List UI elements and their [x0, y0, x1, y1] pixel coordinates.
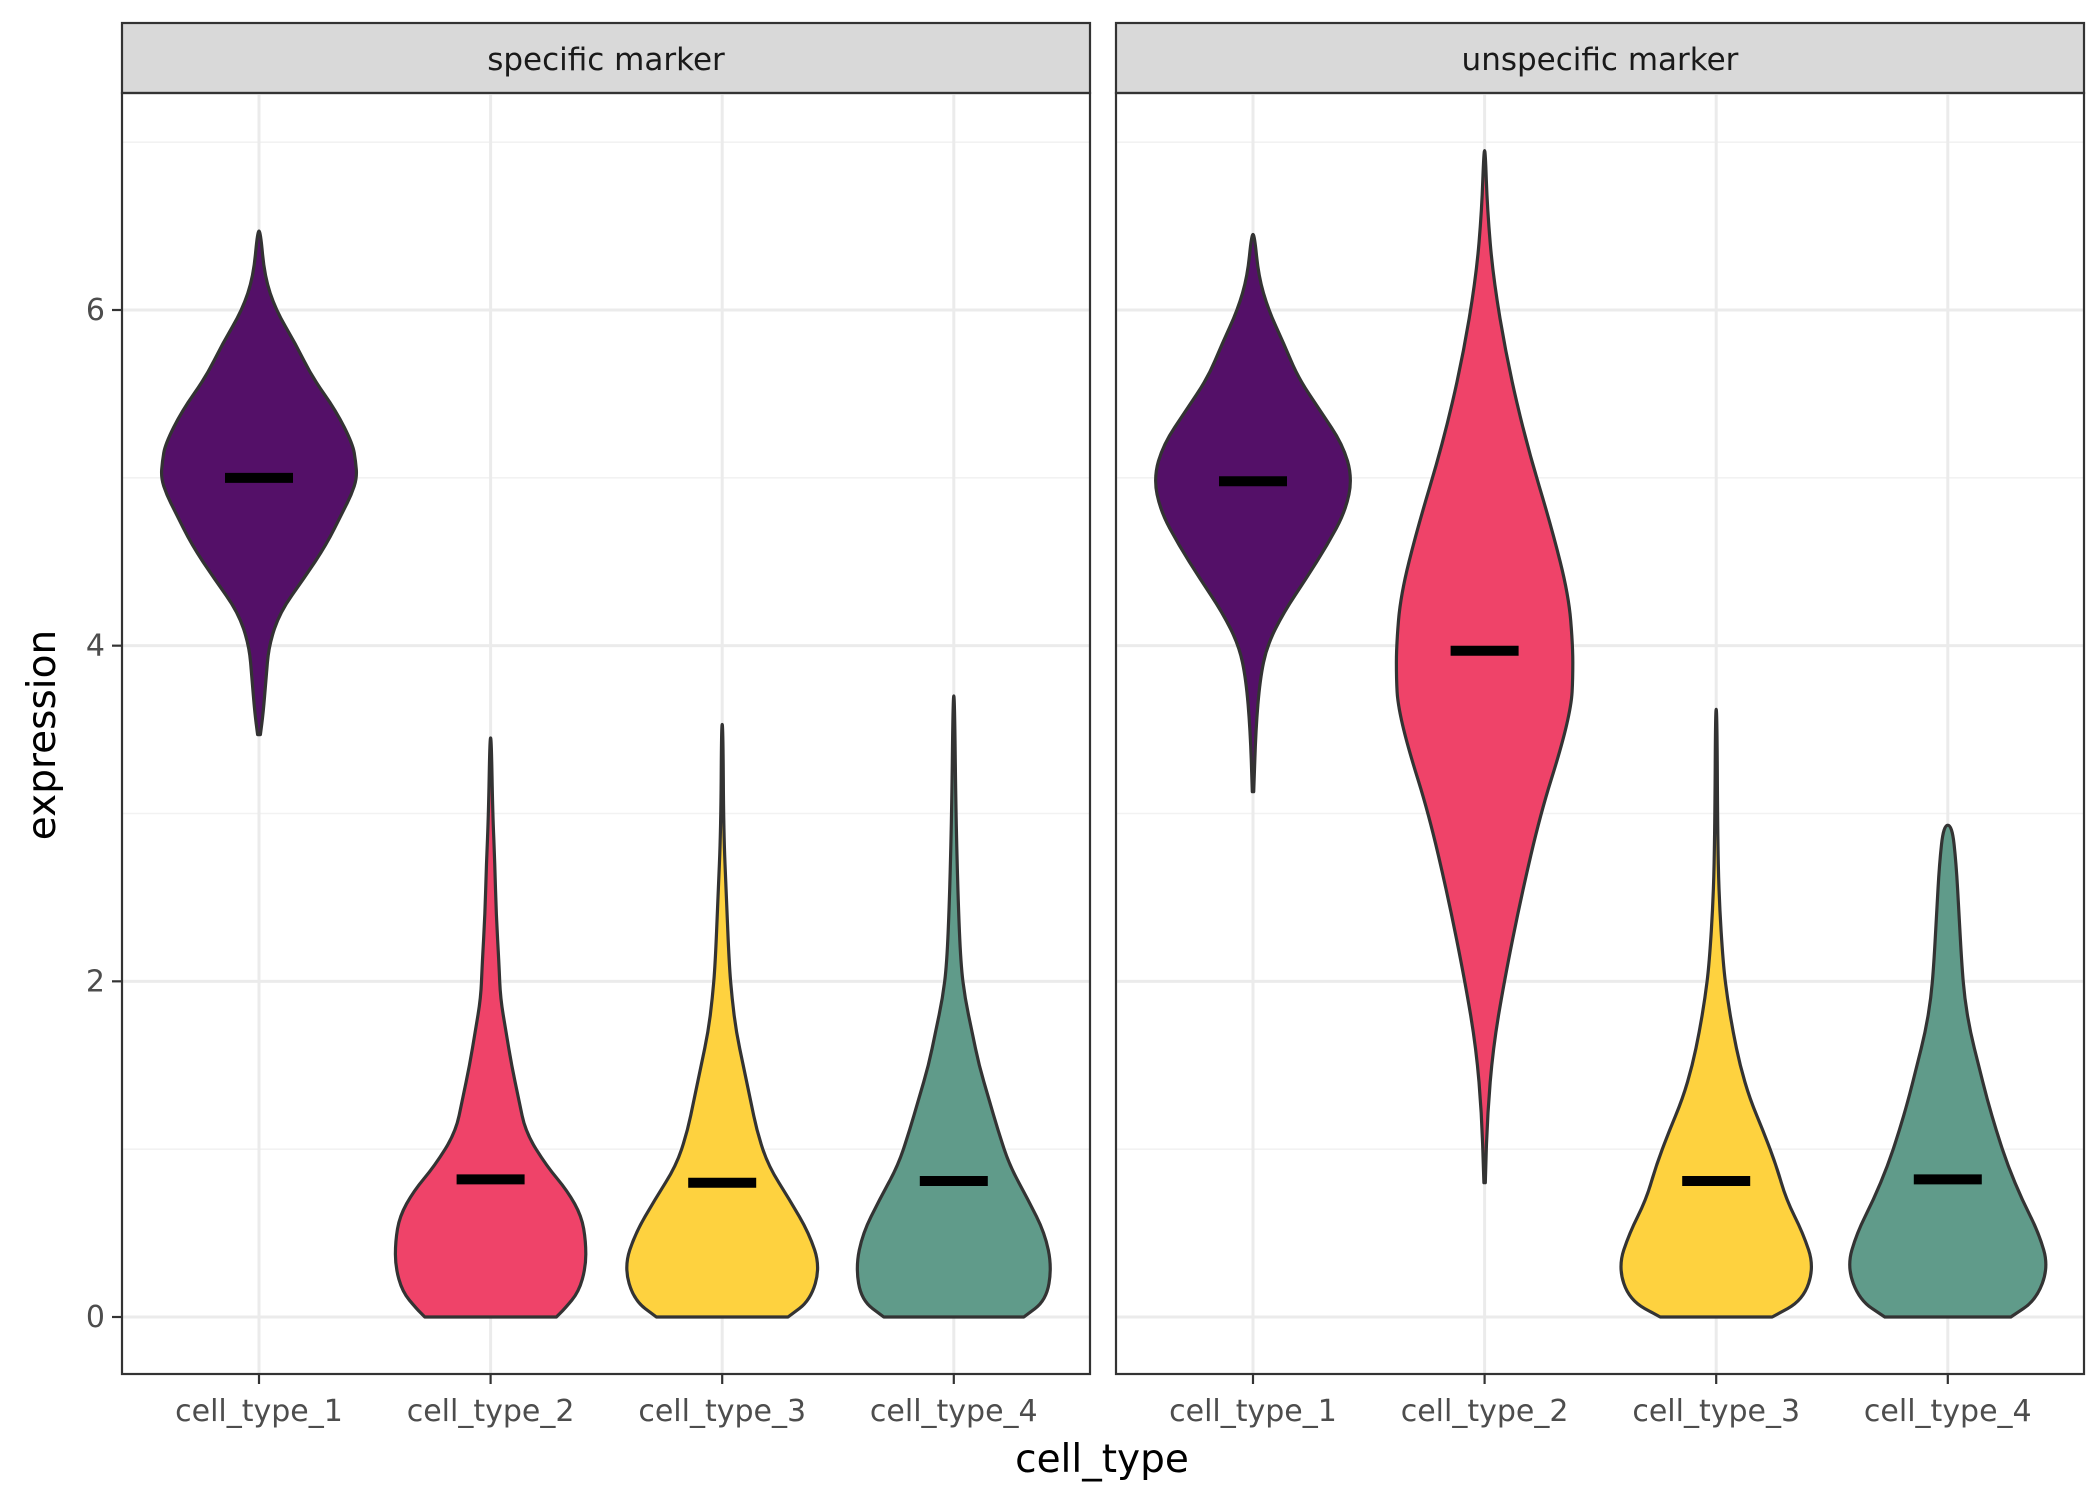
y-tick-label: 2 — [86, 964, 105, 999]
facet-title: unspecific marker — [1462, 42, 1739, 78]
x-tick-label: cell_type_4 — [870, 1394, 1038, 1429]
x-tick-label: cell_type_2 — [1401, 1394, 1569, 1429]
y-tick-label: 4 — [86, 629, 105, 664]
y-axis-title: expression — [20, 630, 65, 840]
panel-border — [1114, 91, 2086, 1376]
x-tick-label: cell_type_3 — [638, 1394, 806, 1429]
violin-cell_type_4 — [855, 694, 1052, 1319]
panel-border — [120, 91, 1092, 1376]
facet-strip — [1114, 21, 2086, 95]
violin-cell_type_1 — [1154, 232, 1352, 794]
violin-cell_type_3 — [625, 722, 820, 1319]
violin-cell_type_2 — [1394, 149, 1575, 1185]
x-tick-label: cell_type_1 — [1169, 1394, 1337, 1429]
violin-cell_type_1 — [159, 229, 359, 737]
panels: specific marker cell_type_1 cell_type_2 cel… — [86, 21, 2086, 1429]
panel-1: specific marker cell_type_1 cell_type_2 cel… — [86, 21, 1092, 1429]
x-tick-label: cell_type_4 — [1864, 1394, 2032, 1429]
x-tick-label: cell_type_3 — [1632, 1394, 1800, 1429]
x-tick-label: cell_type_2 — [407, 1394, 575, 1429]
x-tick-label: cell_type_1 — [175, 1394, 343, 1429]
violin-cell_type_2 — [393, 736, 588, 1319]
violin-cell_type_3 — [1619, 707, 1813, 1319]
x-axis-title: cell_type — [1015, 1437, 1189, 1482]
y-tick-label: 0 — [86, 1300, 105, 1335]
facet-strip — [120, 21, 1092, 95]
y-tick-label: 6 — [86, 293, 105, 328]
violin-cell_type_4 — [1848, 823, 2048, 1319]
facet-title: specific marker — [487, 42, 725, 78]
panel-2: unspecific marker cell_type_1 cell_type_2 c… — [1114, 21, 2086, 1429]
